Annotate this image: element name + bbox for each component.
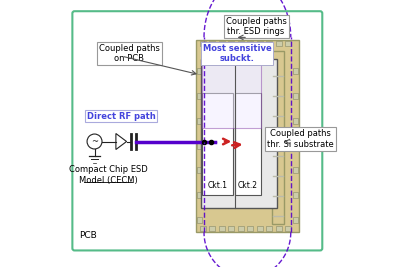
- Text: Compact Chip ESD
Model (CECM): Compact Chip ESD Model (CECM): [68, 165, 147, 184]
- Text: Direct RF path: Direct RF path: [87, 112, 156, 121]
- Bar: [293, 192, 298, 198]
- Bar: [197, 192, 202, 198]
- Bar: [293, 143, 298, 148]
- Bar: [247, 226, 253, 231]
- Bar: [285, 226, 291, 231]
- Text: Ckt.1: Ckt.1: [208, 180, 228, 190]
- Bar: [238, 226, 244, 231]
- Bar: [285, 41, 291, 46]
- Bar: [276, 41, 282, 46]
- Bar: [197, 167, 202, 173]
- Bar: [219, 41, 225, 46]
- Bar: [200, 226, 206, 231]
- Bar: [200, 41, 206, 46]
- Bar: [202, 93, 233, 195]
- Bar: [293, 118, 298, 124]
- Bar: [266, 226, 272, 231]
- Bar: [197, 143, 202, 148]
- Bar: [228, 226, 234, 231]
- Bar: [293, 68, 298, 74]
- Bar: [247, 41, 253, 46]
- Bar: [197, 68, 202, 74]
- Text: Coupled paths
on PCB: Coupled paths on PCB: [99, 44, 160, 63]
- Bar: [276, 226, 282, 231]
- Bar: [202, 59, 261, 128]
- FancyBboxPatch shape: [72, 11, 322, 250]
- Bar: [228, 41, 234, 46]
- Text: Ckt.2: Ckt.2: [238, 180, 258, 190]
- Bar: [201, 59, 278, 208]
- Text: ~: ~: [91, 137, 98, 146]
- Bar: [257, 41, 263, 46]
- Bar: [210, 41, 215, 46]
- Bar: [197, 118, 202, 124]
- Text: PCB: PCB: [79, 231, 97, 240]
- Bar: [197, 217, 202, 223]
- Text: Coupled paths
thr. ESD rings: Coupled paths thr. ESD rings: [226, 17, 286, 36]
- Bar: [257, 226, 263, 231]
- Bar: [272, 51, 284, 224]
- Text: Coupled paths
thr. Si substrate: Coupled paths thr. Si substrate: [267, 129, 334, 148]
- Bar: [238, 41, 244, 46]
- Bar: [293, 167, 298, 173]
- Bar: [293, 217, 298, 223]
- Bar: [219, 226, 225, 231]
- Bar: [197, 93, 202, 99]
- Bar: [293, 93, 298, 99]
- Bar: [196, 40, 299, 232]
- Bar: [210, 226, 215, 231]
- Text: Most sensitive
subckt.: Most sensitive subckt.: [203, 44, 272, 63]
- Bar: [235, 93, 262, 195]
- Bar: [266, 41, 272, 46]
